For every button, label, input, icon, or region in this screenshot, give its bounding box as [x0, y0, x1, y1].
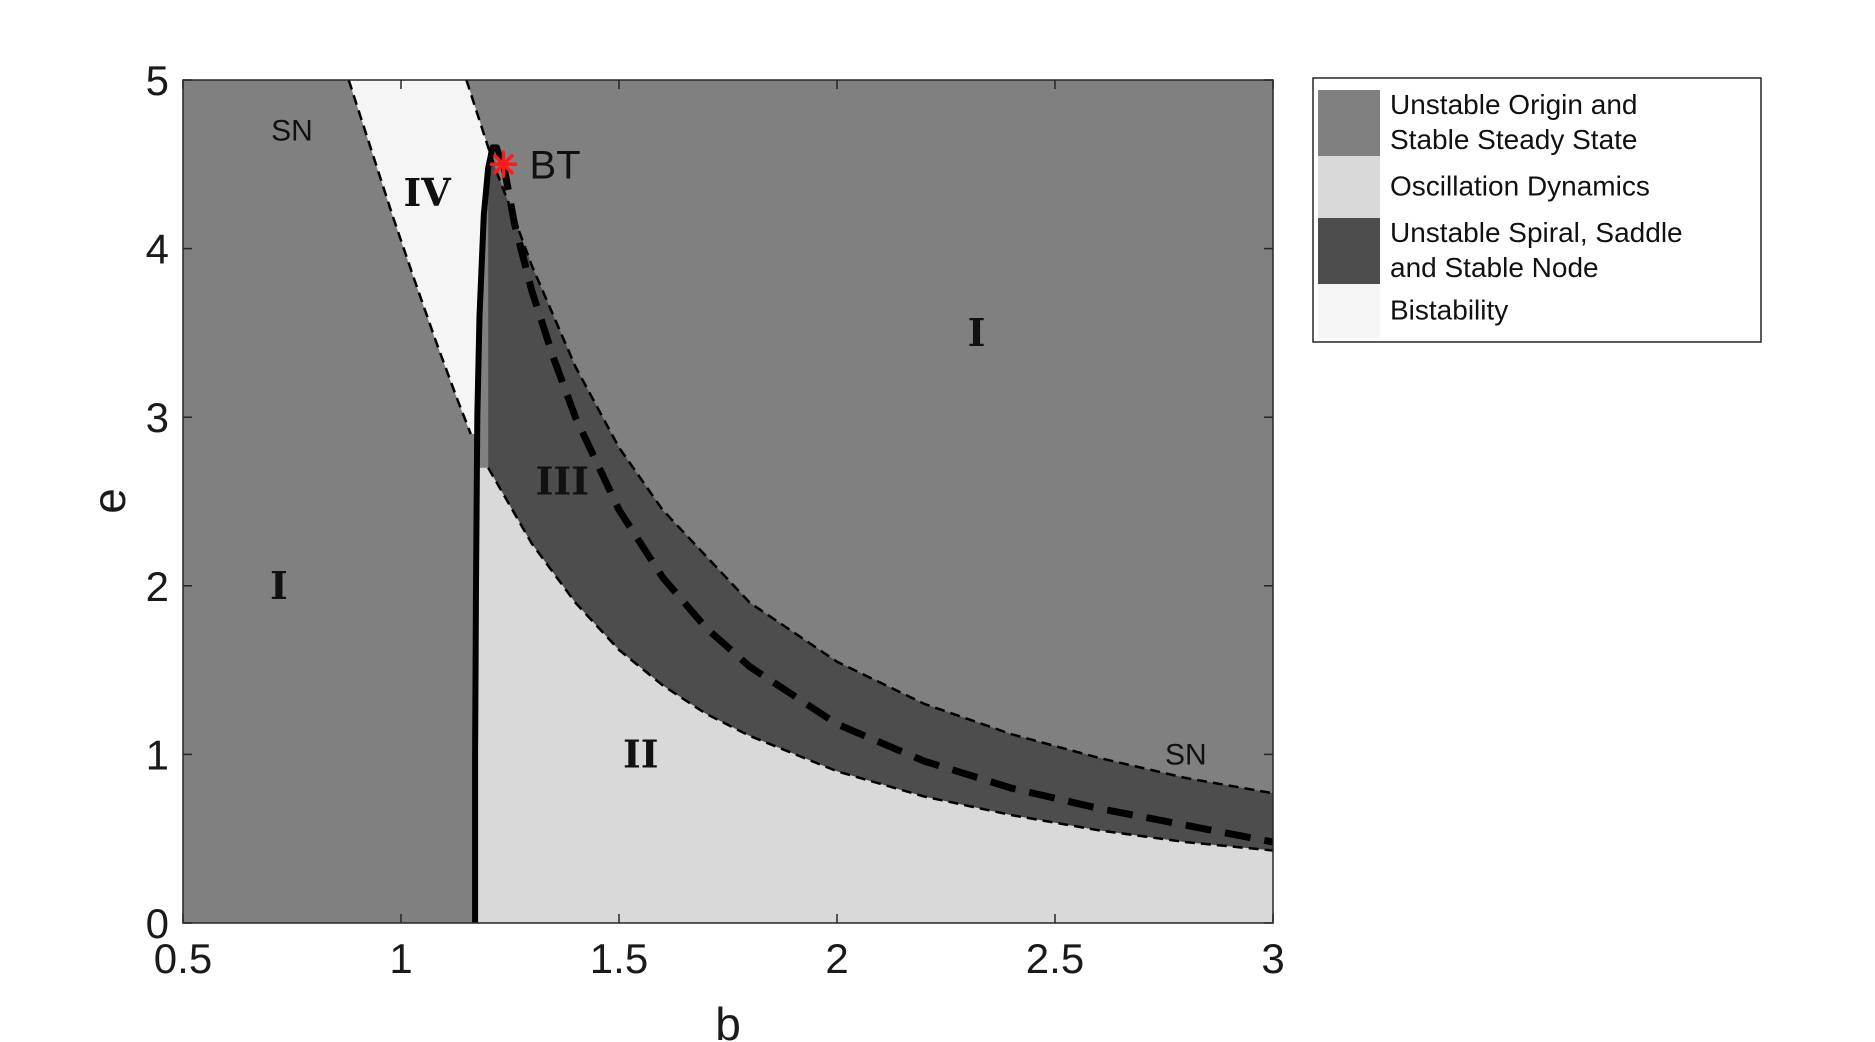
- bt-point-label: BT: [529, 143, 580, 187]
- curve-sn-lower: [487, 467, 1273, 852]
- bifurcation-curves: [347, 80, 1273, 923]
- region-oscillation-fill: [475, 467, 1273, 923]
- plot-frame: [182, 79, 1274, 924]
- region-label-ii: II: [623, 731, 659, 776]
- curve-label-sn: SN: [1165, 738, 1207, 771]
- y-tick-label: 2: [146, 563, 169, 610]
- curve-label-sn: SN: [271, 115, 313, 148]
- legend-label: Oscillation Dynamics: [1390, 171, 1650, 202]
- legend: Unstable Origin and Stable Steady State Os…: [1312, 77, 1762, 343]
- curve-hopf: [472, 144, 507, 923]
- legend-swatch: [1318, 218, 1380, 284]
- y-tick-label: 4: [146, 226, 169, 273]
- region-label-i: I: [270, 563, 288, 608]
- y-tick-label: 5: [146, 57, 169, 104]
- axis-ticks: 0.5 1 1.5 2 2.5 3 0 1 2 3 4 5: [146, 57, 1285, 982]
- region-unstable-spiral-fill: [488, 147, 1273, 851]
- legend-swatch: [1318, 90, 1380, 156]
- x-tick-label: 1.5: [590, 935, 648, 982]
- legend-swatch: [1318, 156, 1380, 218]
- legend-frame: [1312, 77, 1762, 343]
- legend-entry: Unstable Origin and Stable Steady State: [1318, 89, 1638, 156]
- x-tick-label: 2.5: [1026, 935, 1084, 982]
- y-axis-label: e: [83, 488, 135, 514]
- x-axis-label: b: [715, 998, 741, 1042]
- y-tick-label: 1: [146, 731, 169, 778]
- legend-label: Bistability: [1390, 295, 1508, 326]
- curve-labels: SN SN: [271, 115, 1206, 772]
- curve-sn-left: [347, 80, 472, 435]
- legend-label: Unstable Origin and Stable Steady State: [1390, 89, 1638, 155]
- legend-entry: Bistability: [1318, 284, 1508, 338]
- x-tick-label: 3: [1261, 935, 1284, 982]
- x-tick-label: 2: [825, 935, 848, 982]
- region-label-iv: IV: [404, 170, 453, 215]
- region-label-iii: III: [536, 458, 589, 503]
- curve-homoclinic: [500, 163, 1273, 846]
- y-tick-label: 0: [146, 900, 169, 947]
- x-tick-label: 1: [389, 935, 412, 982]
- legend-entry: Unstable Spiral, Saddle and Stable Node: [1318, 217, 1683, 284]
- legend-swatch: [1318, 284, 1380, 338]
- legend-entries: Unstable Origin and Stable Steady State Os…: [1318, 89, 1683, 338]
- bt-point-marker: [489, 150, 518, 179]
- special-points: BT: [489, 143, 581, 187]
- x-tick-label: 0.5: [154, 935, 212, 982]
- y-tick-label: 3: [146, 394, 169, 441]
- region-label-i: I: [968, 310, 986, 355]
- legend-label: Unstable Spiral, Saddle and Stable Node: [1390, 217, 1683, 283]
- region-bistability-fill: [348, 80, 489, 435]
- legend-entry: Oscillation Dynamics: [1318, 156, 1650, 218]
